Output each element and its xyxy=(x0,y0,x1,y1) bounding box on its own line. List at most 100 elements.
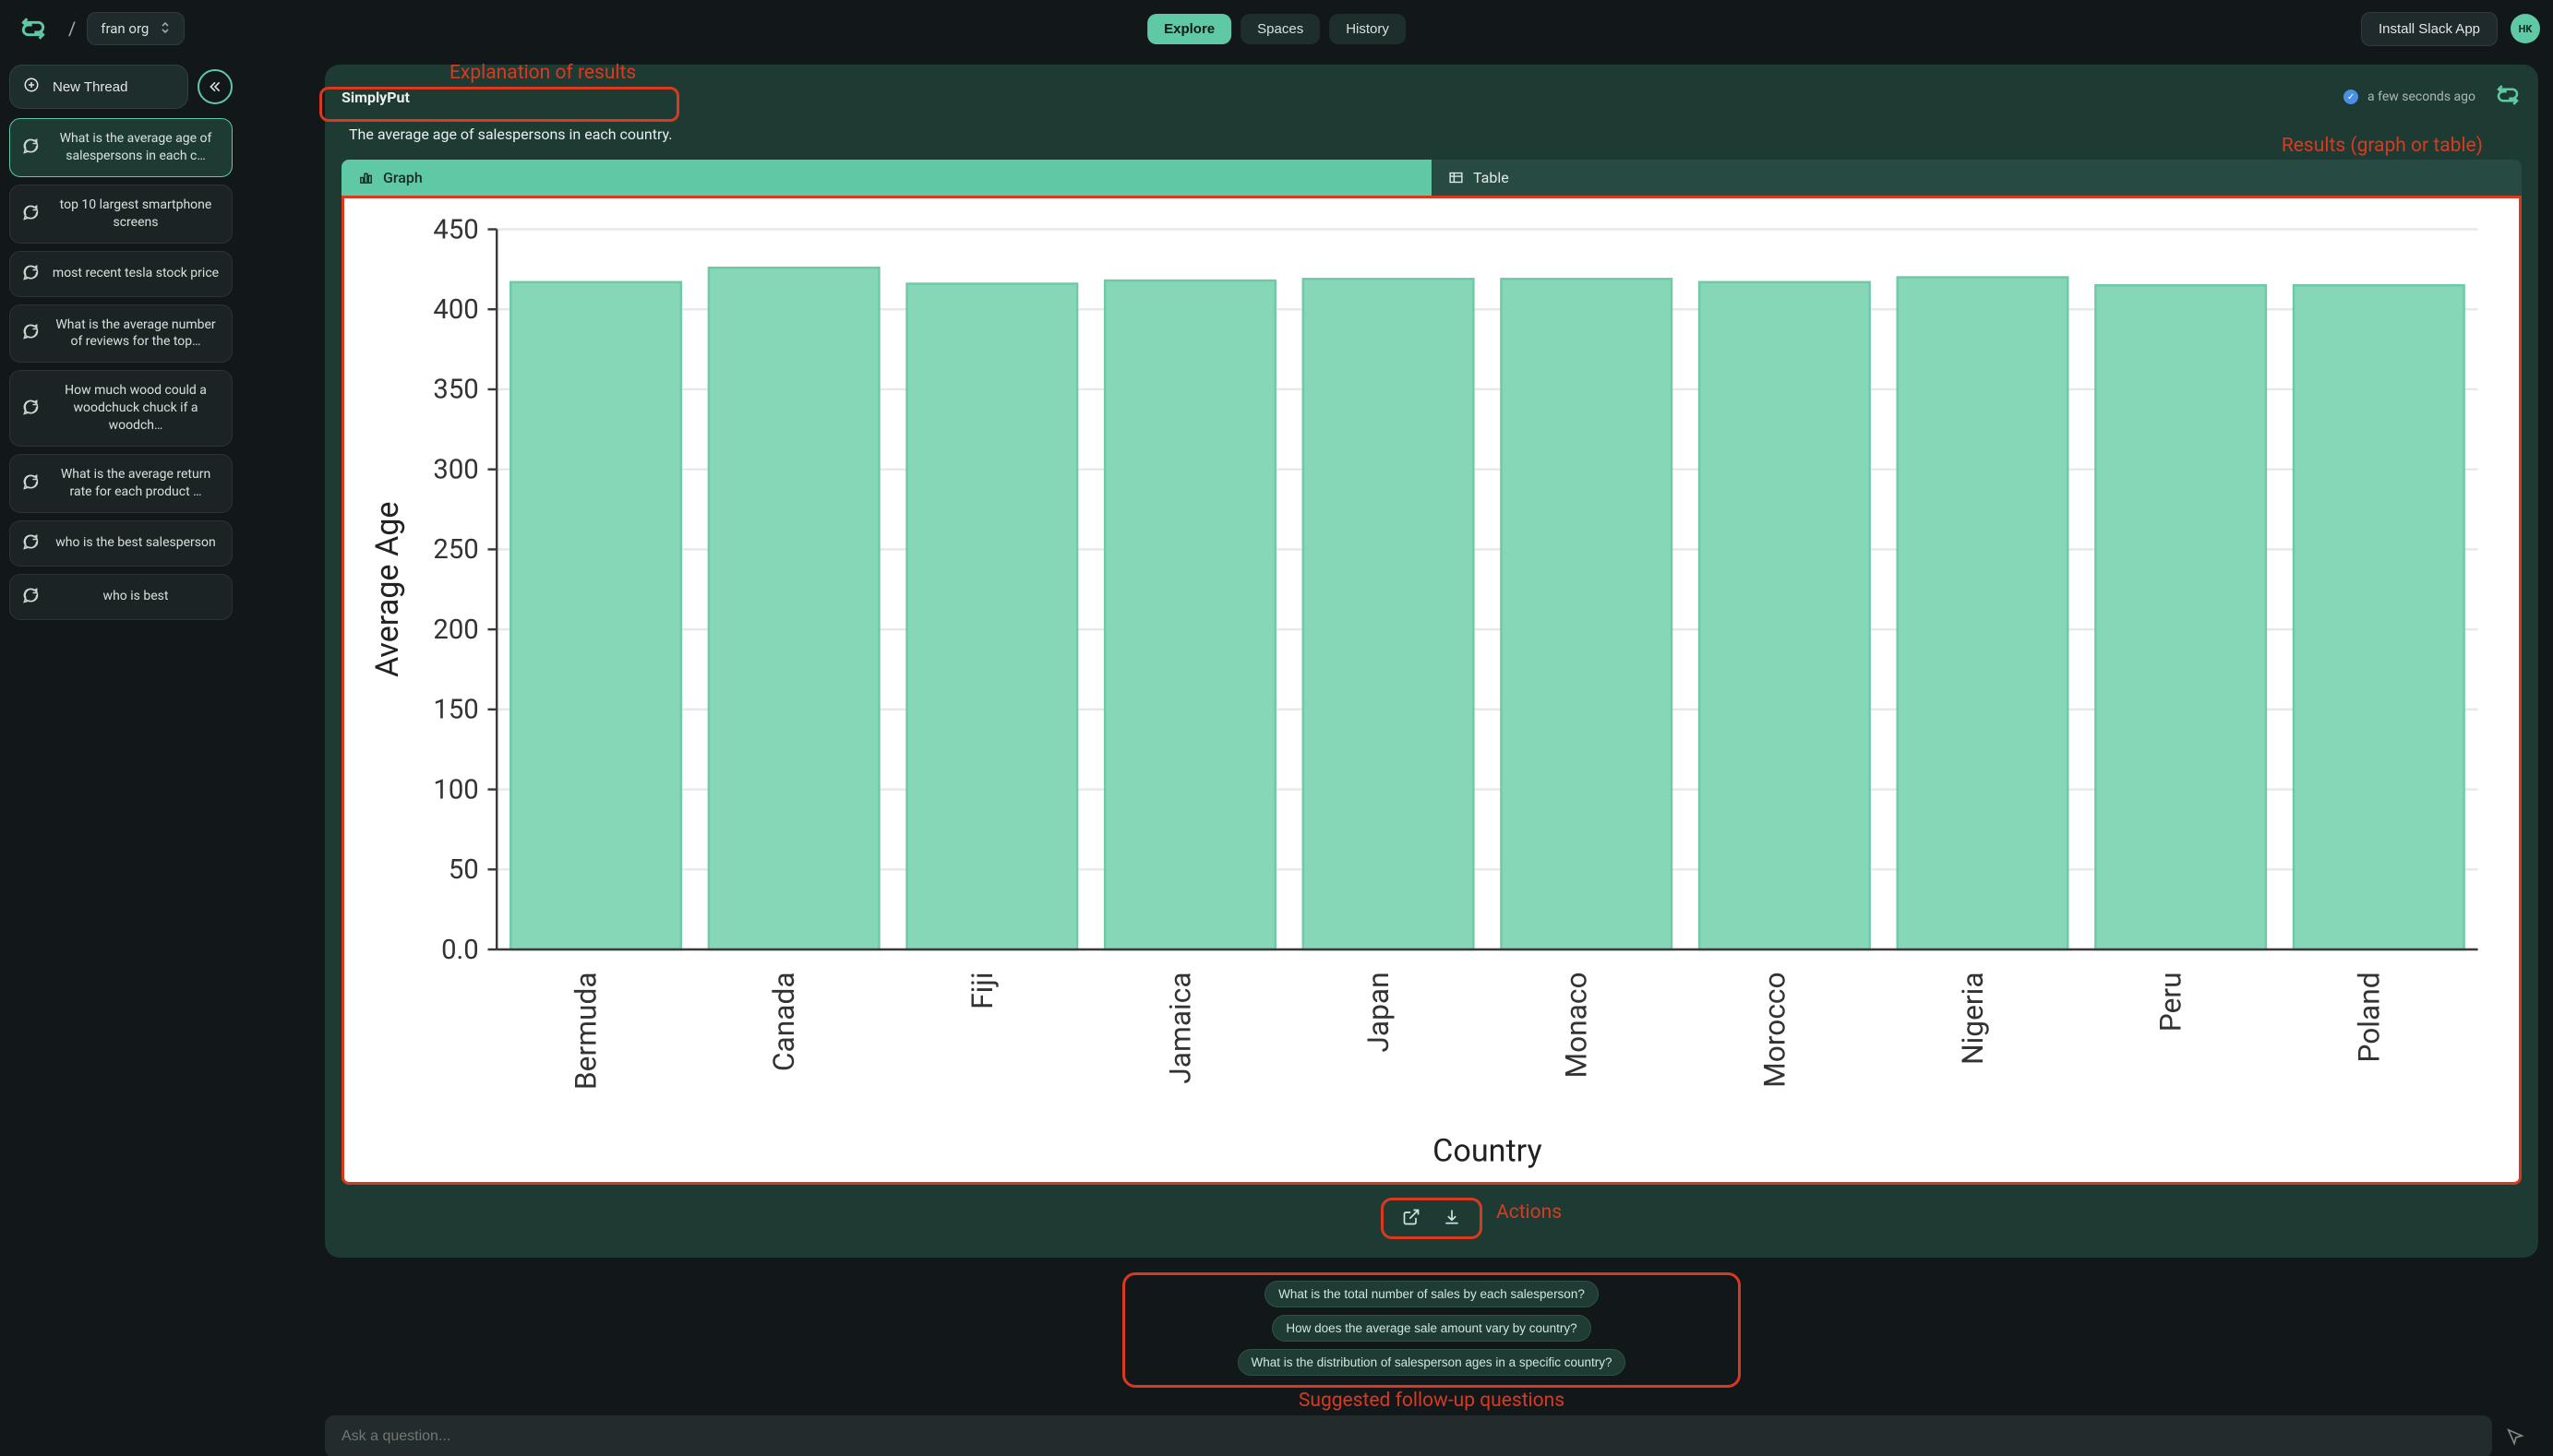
chevron-updown-icon xyxy=(160,21,171,37)
chat-bubble-icon xyxy=(21,586,40,608)
suggestion-pill[interactable]: What is the distribution of salesperson … xyxy=(1238,1349,1626,1376)
svg-text:450: 450 xyxy=(433,214,478,245)
bar xyxy=(2294,285,2464,949)
suggestion-pill[interactable]: How does the average sale amount vary by… xyxy=(1272,1315,1590,1342)
bar xyxy=(510,282,681,949)
collapse-sidebar-button[interactable] xyxy=(198,69,233,104)
tab-table[interactable]: Table xyxy=(1432,160,2522,196)
chart-container: 0.050100150200250300350400450BermudaCana… xyxy=(342,196,2522,1185)
thread-label: How much wood could a woodchuck chuck if… xyxy=(51,382,221,435)
thread-item[interactable]: who is best xyxy=(9,574,233,620)
svg-text:100: 100 xyxy=(433,774,478,806)
ask-input[interactable] xyxy=(325,1415,2492,1456)
external-link-icon xyxy=(1402,1208,1420,1226)
svg-text:250: 250 xyxy=(433,534,478,566)
bar xyxy=(709,268,880,949)
new-thread-label: New Thread xyxy=(53,79,127,95)
app-logo-icon xyxy=(13,8,54,49)
svg-text:Morocco: Morocco xyxy=(1757,972,1792,1087)
thread-item[interactable]: What is the average return rate for each… xyxy=(9,454,233,513)
thread-item[interactable]: top 10 largest smartphone screens xyxy=(9,185,233,244)
bar-chart-icon xyxy=(358,170,374,185)
plus-icon xyxy=(23,77,40,97)
open-external-button[interactable] xyxy=(1402,1208,1420,1229)
cursor-icon xyxy=(2505,1426,2525,1447)
topbar: / fran org Explore Spaces History Instal… xyxy=(0,0,2553,57)
chevron-left-double-icon xyxy=(208,79,222,94)
thread-item[interactable]: How much wood could a woodchuck chuck if… xyxy=(9,370,233,447)
install-slack-button[interactable]: Install Slack App xyxy=(2361,12,2498,46)
bar-chart: 0.050100150200250300350400450BermudaCana… xyxy=(357,211,2500,1175)
table-icon xyxy=(1448,170,1464,185)
chat-bubble-icon xyxy=(21,532,40,555)
sidebar: New Thread What is the average age of sa… xyxy=(0,57,242,1456)
bar xyxy=(1898,278,2068,949)
tab-graph-label: Graph xyxy=(383,169,423,186)
suggestion-list: What is the total number of sales by eac… xyxy=(1122,1272,1741,1388)
svg-text:Peru: Peru xyxy=(2154,972,2188,1032)
svg-text:Fiji: Fiji xyxy=(965,972,1000,1009)
chat-bubble-icon xyxy=(21,472,40,495)
bar xyxy=(1501,279,1672,949)
svg-text:200: 200 xyxy=(433,615,478,646)
refresh-icon[interactable] xyxy=(2494,81,2522,113)
user-avatar[interactable]: HK xyxy=(2511,14,2540,43)
result-explanation: The average age of salespersons in each … xyxy=(342,122,679,147)
svg-text:Nigeria: Nigeria xyxy=(1956,972,1990,1065)
annotation-suggestions: Suggested follow-up questions xyxy=(1299,1390,1564,1412)
svg-text:Average Age: Average Age xyxy=(369,501,406,677)
result-tabs: Graph Table xyxy=(342,160,2522,196)
download-button[interactable] xyxy=(1443,1208,1461,1229)
nav-tabs: Explore Spaces History xyxy=(1147,14,1406,44)
svg-text:Jamaica: Jamaica xyxy=(1163,972,1197,1083)
svg-text:Bermuda: Bermuda xyxy=(569,972,604,1090)
timestamp: a few seconds ago xyxy=(2367,90,2475,104)
thread-item[interactable]: What is the average age of salespersons … xyxy=(9,118,233,177)
svg-text:Poland: Poland xyxy=(2352,972,2386,1062)
org-selector[interactable]: fran org xyxy=(87,12,185,45)
thread-label: What is the average age of salespersons … xyxy=(51,130,221,165)
send-button[interactable] xyxy=(2492,1415,2538,1456)
org-name: fran org xyxy=(101,20,149,37)
download-icon xyxy=(1443,1208,1461,1226)
thread-item[interactable]: What is the average number of reviews fo… xyxy=(9,304,233,364)
svg-text:0.0: 0.0 xyxy=(441,935,479,966)
thread-list: What is the average age of salespersons … xyxy=(9,118,233,620)
svg-text:50: 50 xyxy=(449,854,479,886)
chat-bubble-icon xyxy=(21,137,40,159)
svg-text:Canada: Canada xyxy=(767,972,801,1071)
thread-label: top 10 largest smartphone screens xyxy=(51,197,221,232)
nav-history[interactable]: History xyxy=(1329,14,1406,44)
bar xyxy=(1699,282,1870,949)
bar xyxy=(1105,280,1276,949)
bar xyxy=(907,283,1078,949)
thread-item[interactable]: who is the best salesperson xyxy=(9,520,233,567)
svg-text:400: 400 xyxy=(433,294,478,326)
breadcrumb-slash: / xyxy=(68,18,76,40)
result-card: Explanation of results Results (graph or… xyxy=(325,65,2538,1258)
chat-bubble-icon xyxy=(21,263,40,285)
chat-bubble-icon xyxy=(21,322,40,344)
verified-check-icon: ✓ xyxy=(2343,90,2358,104)
nav-explore[interactable]: Explore xyxy=(1147,14,1231,44)
bar xyxy=(1303,279,1474,949)
chat-bubble-icon xyxy=(21,203,40,225)
chat-bubble-icon xyxy=(21,398,40,420)
tab-table-label: Table xyxy=(1473,169,1509,186)
thread-label: What is the average return rate for each… xyxy=(51,466,221,501)
thread-label: who is the best salesperson xyxy=(51,534,221,552)
suggestion-pill[interactable]: What is the total number of sales by eac… xyxy=(1265,1281,1599,1307)
source-name: SimplyPut xyxy=(342,89,410,106)
nav-spaces[interactable]: Spaces xyxy=(1241,14,1320,44)
svg-text:150: 150 xyxy=(433,695,478,726)
bar xyxy=(2095,285,2266,949)
new-thread-button[interactable]: New Thread xyxy=(9,65,188,109)
thread-item[interactable]: most recent tesla stock price xyxy=(9,251,233,297)
tab-graph[interactable]: Graph xyxy=(342,160,1432,196)
thread-label: most recent tesla stock price xyxy=(51,265,221,282)
svg-text:300: 300 xyxy=(433,454,478,485)
thread-label: What is the average number of reviews fo… xyxy=(51,316,221,352)
svg-text:Japan: Japan xyxy=(1361,972,1396,1052)
svg-text:Country: Country xyxy=(1432,1132,1542,1169)
main: Explanation of results Results (graph or… xyxy=(242,57,2553,1456)
